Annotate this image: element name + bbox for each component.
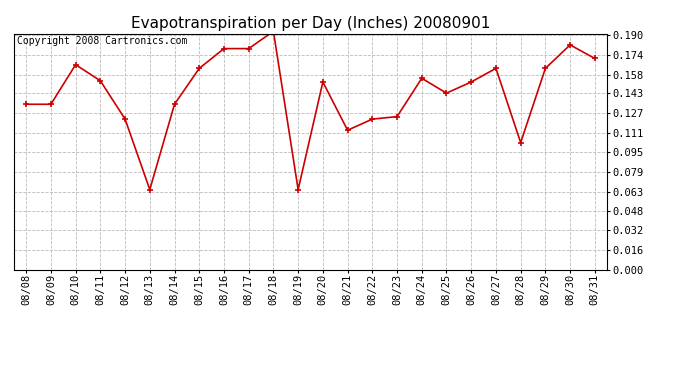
Title: Evapotranspiration per Day (Inches) 20080901: Evapotranspiration per Day (Inches) 2008… [131, 16, 490, 31]
Text: Copyright 2008 Cartronics.com: Copyright 2008 Cartronics.com [17, 36, 187, 46]
